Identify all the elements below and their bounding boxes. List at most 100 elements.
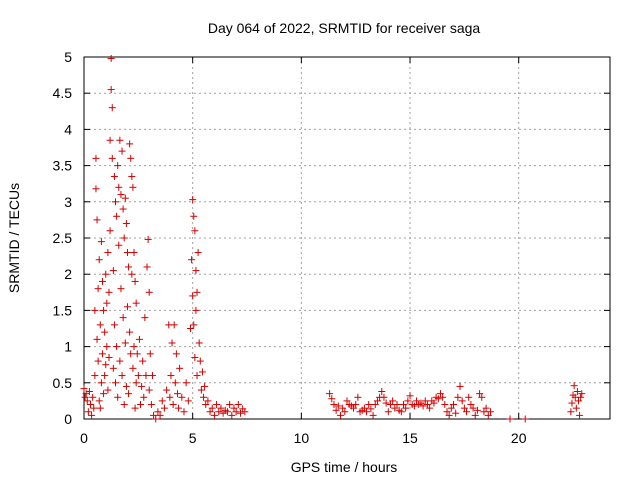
data-point — [192, 267, 200, 275]
data-point — [101, 372, 109, 380]
data-point — [473, 406, 481, 414]
data-point — [172, 350, 180, 358]
data-point — [215, 408, 223, 416]
data-point — [467, 401, 475, 409]
x-tick-label: 0 — [80, 430, 88, 446]
data-points — [80, 54, 586, 423]
data-point — [423, 401, 431, 409]
data-point — [129, 364, 137, 372]
data-point — [384, 408, 392, 416]
data-point — [178, 393, 186, 401]
data-point — [190, 212, 198, 220]
data-point — [369, 411, 377, 419]
data-point — [434, 395, 442, 403]
axis-ticks: 0 0.5 1 1.5 2 2.5 3 3.5 4 4.5 5 0 5 10 15 20 — [53, 49, 610, 446]
data-point — [93, 216, 101, 224]
data-point — [363, 408, 371, 416]
data-point — [402, 404, 410, 412]
data-point — [89, 393, 97, 401]
data-point — [194, 248, 202, 256]
data-point — [145, 386, 153, 394]
data-point — [88, 411, 96, 419]
data-point — [226, 401, 234, 409]
data-point — [173, 390, 181, 398]
data-point — [163, 386, 171, 394]
data-point — [190, 321, 198, 329]
data-point — [130, 343, 138, 351]
data-point — [98, 350, 106, 358]
data-point — [116, 136, 124, 144]
data-point — [198, 368, 206, 376]
data-point — [573, 387, 581, 395]
data-point — [404, 397, 412, 405]
data-point — [114, 393, 122, 401]
data-point — [137, 401, 145, 409]
data-point — [213, 401, 221, 409]
x-tick-label: 15 — [402, 430, 418, 446]
data-point — [567, 408, 575, 416]
data-point — [365, 401, 373, 409]
data-point — [189, 196, 197, 204]
data-point — [578, 390, 586, 398]
y-tick-label: 3.5 — [53, 158, 73, 174]
data-point — [146, 350, 154, 358]
data-point — [188, 256, 196, 264]
data-point — [341, 408, 349, 416]
data-point — [210, 411, 218, 419]
data-point — [350, 404, 358, 412]
data-point — [232, 408, 240, 416]
data-point — [195, 339, 203, 347]
data-point — [133, 350, 141, 358]
data-point — [193, 288, 201, 296]
data-point — [80, 385, 88, 393]
data-point — [371, 401, 379, 409]
y-tick-label: 4.5 — [53, 85, 73, 101]
data-point — [132, 379, 140, 387]
data-point — [142, 372, 150, 380]
data-point — [85, 387, 93, 395]
data-point — [102, 270, 110, 278]
data-point — [110, 172, 118, 180]
data-point — [421, 397, 429, 405]
data-point — [121, 194, 129, 202]
data-point — [463, 408, 471, 416]
data-point — [123, 303, 131, 311]
data-point — [189, 292, 197, 300]
data-point — [445, 411, 453, 419]
data-point — [577, 393, 585, 401]
data-point — [197, 386, 205, 394]
data-point — [92, 185, 100, 193]
data-point — [128, 270, 136, 278]
data-point — [441, 401, 449, 409]
data-point — [400, 401, 408, 409]
data-point — [158, 397, 166, 405]
data-point — [160, 404, 168, 412]
data-point — [191, 353, 199, 361]
data-point — [91, 306, 99, 314]
data-point — [217, 404, 225, 412]
data-point — [452, 409, 460, 417]
data-point — [129, 183, 137, 191]
chart-title: Day 064 of 2022, SRMTID for receiver sag… — [208, 20, 481, 36]
data-point — [132, 299, 140, 307]
data-point — [127, 350, 135, 358]
data-point — [109, 364, 117, 372]
data-point — [114, 162, 122, 170]
data-point — [131, 404, 139, 412]
data-point — [506, 415, 514, 423]
data-point — [169, 401, 177, 409]
data-point — [410, 402, 418, 410]
data-point — [223, 408, 231, 416]
data-point — [118, 147, 126, 155]
data-point — [176, 364, 184, 372]
data-point — [184, 397, 192, 405]
data-point — [148, 372, 156, 380]
data-point — [373, 397, 381, 405]
data-point — [94, 357, 102, 365]
data-point — [100, 306, 108, 314]
data-point — [122, 382, 130, 390]
data-point — [96, 404, 104, 412]
x-tick-label: 5 — [189, 430, 197, 446]
data-point — [230, 404, 238, 412]
data-point — [419, 402, 427, 410]
